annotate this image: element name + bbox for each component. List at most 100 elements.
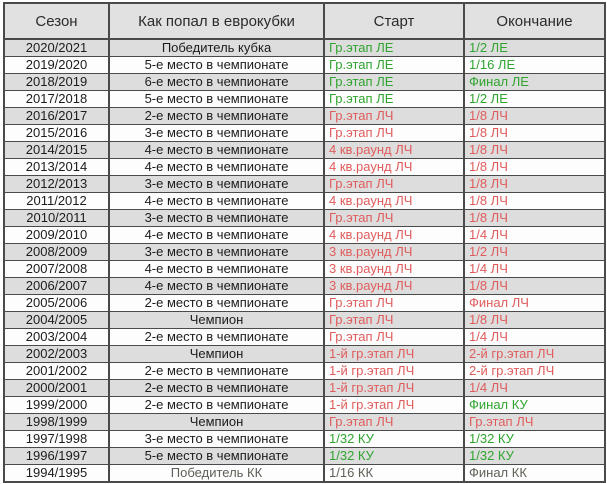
eurocup-table-body: 2020/2021 Победитель кубка Гр.этап ЛЕ 1/2 Л…: [3, 38, 606, 483]
start-cell: 3 кв.раунд ЛЧ: [323, 277, 465, 295]
table-row: 2005/2006 2-е место в чемпионате Гр.этап Л…: [3, 294, 606, 312]
table-row: 2007/2008 4-е место в чемпионате 3 кв.раун…: [3, 260, 606, 278]
finish-cell: 1/2 ЛЕ: [463, 38, 606, 57]
column-header-finish: Окончание: [463, 2, 606, 40]
season-cell: 2014/2015: [3, 141, 110, 159]
season-cell: 2007/2008: [3, 260, 110, 278]
start-cell: Гр.этап ЛЧ: [323, 413, 465, 431]
start-cell: 4 кв.раунд ЛЧ: [323, 141, 465, 159]
finish-cell: 1/8 ЛЧ: [463, 141, 606, 159]
qualification-cell: 2-е место в чемпионате: [108, 328, 325, 346]
season-cell: 2020/2021: [3, 38, 110, 57]
column-header-qualification: Как попал в еврокубки: [108, 2, 325, 40]
finish-cell: 1/8 ЛЧ: [463, 311, 606, 329]
table-row: 2020/2021 Победитель кубка Гр.этап ЛЕ 1/2 Л…: [3, 38, 606, 57]
finish-cell: 1/2 ЛЧ: [463, 243, 606, 261]
qualification-cell: 2-е место в чемпионате: [108, 362, 325, 380]
finish-cell: 1/16 ЛЕ: [463, 56, 606, 74]
season-cell: 2008/2009: [3, 243, 110, 261]
qualification-cell: 3-е место в чемпионате: [108, 243, 325, 261]
finish-cell: 1/8 ЛЧ: [463, 209, 606, 227]
start-cell: Гр.этап ЛЕ: [323, 90, 465, 108]
qualification-cell: 2-е место в чемпионате: [108, 379, 325, 397]
qualification-cell: Чемпион: [108, 345, 325, 363]
table-row: 2000/2001 2-е место в чемпионате 1-й гр.эт…: [3, 379, 606, 397]
season-cell: 1994/1995: [3, 464, 110, 483]
table-row: 2014/2015 4-е место в чемпионате 4 кв.раун…: [3, 141, 606, 159]
qualification-cell: 4-е место в чемпионате: [108, 158, 325, 176]
qualification-cell: 2-е место в чемпионате: [108, 396, 325, 414]
season-cell: 1996/1997: [3, 447, 110, 465]
qualification-cell: 4-е место в чемпионате: [108, 192, 325, 210]
season-cell: 2002/2003: [3, 345, 110, 363]
start-cell: 1/16 КК: [323, 464, 465, 483]
finish-cell: 2-й гр.этап ЛЧ: [463, 345, 606, 363]
qualification-cell: 3-е место в чемпионате: [108, 209, 325, 227]
eurocup-history-table: Сезон Как попал в еврокубки Старт Оконча…: [3, 2, 606, 483]
finish-cell: 1/2 ЛЕ: [463, 90, 606, 108]
qualification-cell: 3-е место в чемпионате: [108, 124, 325, 142]
qualification-cell: 5-е место в чемпионате: [108, 56, 325, 74]
qualification-cell: Победитель кубка: [108, 38, 325, 57]
qualification-cell: 4-е место в чемпионате: [108, 260, 325, 278]
season-cell: 2000/2001: [3, 379, 110, 397]
start-cell: Гр.этап ЛЕ: [323, 38, 465, 57]
season-cell: 2016/2017: [3, 107, 110, 125]
season-cell: 2004/2005: [3, 311, 110, 329]
finish-cell: 1/8 ЛЧ: [463, 277, 606, 295]
start-cell: 1-й гр.этап ЛЧ: [323, 396, 465, 414]
season-cell: 1997/1998: [3, 430, 110, 448]
qualification-cell: Чемпион: [108, 413, 325, 431]
season-cell: 2017/2018: [3, 90, 110, 108]
table-row: 2018/2019 6-е место в чемпионате Гр.этап Л…: [3, 73, 606, 91]
start-cell: Гр.этап ЛЧ: [323, 294, 465, 312]
qualification-cell: Победитель КК: [108, 464, 325, 483]
table-row: 1999/2000 2-е место в чемпионате 1-й гр.эт…: [3, 396, 606, 414]
season-cell: 2010/2011: [3, 209, 110, 227]
table-row: 2006/2007 4-е место в чемпионате 3 кв.раун…: [3, 277, 606, 295]
qualification-cell: 3-е место в чемпионате: [108, 175, 325, 193]
table-row: 2001/2002 2-е место в чемпионате 1-й гр.эт…: [3, 362, 606, 380]
table-row: 1996/1997 5-е место в чемпионате 1/32 КУ 1/…: [3, 447, 606, 465]
qualification-cell: 5-е место в чемпионате: [108, 447, 325, 465]
season-cell: 1999/2000: [3, 396, 110, 414]
start-cell: 1/32 КУ: [323, 430, 465, 448]
table-row: 2008/2009 3-е место в чемпионате 3 кв.раун…: [3, 243, 606, 261]
start-cell: 1/32 КУ: [323, 447, 465, 465]
season-cell: 2006/2007: [3, 277, 110, 295]
table-row: 2015/2016 3-е место в чемпионате Гр.этап Л…: [3, 124, 606, 142]
table-row: 2002/2003 Чемпион 1-й гр.этап ЛЧ 2-й гр.эта…: [3, 345, 606, 363]
start-cell: Гр.этап ЛЕ: [323, 56, 465, 74]
start-cell: Гр.этап ЛЧ: [323, 328, 465, 346]
season-cell: 2001/2002: [3, 362, 110, 380]
finish-cell: 1/4 ЛЧ: [463, 260, 606, 278]
qualification-cell: 4-е место в чемпионате: [108, 277, 325, 295]
finish-cell: 1/8 ЛЧ: [463, 124, 606, 142]
finish-cell: 1/32 КУ: [463, 430, 606, 448]
table-row: 2010/2011 3-е место в чемпионате Гр.этап Л…: [3, 209, 606, 227]
finish-cell: 1/4 ЛЧ: [463, 379, 606, 397]
season-cell: 1998/1999: [3, 413, 110, 431]
header-row: Сезон Как попал в еврокубки Старт Оконча…: [3, 2, 606, 40]
qualification-cell: 4-е место в чемпионате: [108, 226, 325, 244]
table-row: 2016/2017 2-е место в чемпионате Гр.этап Л…: [3, 107, 606, 125]
start-cell: 3 кв.раунд ЛЧ: [323, 260, 465, 278]
start-cell: 4 кв.раунд ЛЧ: [323, 158, 465, 176]
qualification-cell: 3-е место в чемпионате: [108, 430, 325, 448]
start-cell: Гр.этап ЛЧ: [323, 107, 465, 125]
finish-cell: 1/8 ЛЧ: [463, 107, 606, 125]
finish-cell: 1/32 КУ: [463, 447, 606, 465]
finish-cell: 1/8 ЛЧ: [463, 158, 606, 176]
table-row: 2003/2004 2-е место в чемпионате Гр.этап Л…: [3, 328, 606, 346]
table-row: 1998/1999 Чемпион Гр.этап ЛЧ Гр.этап ЛЧ: [3, 413, 606, 431]
table-row: 2011/2012 4-е место в чемпионате 4 кв.раун…: [3, 192, 606, 210]
season-cell: 2003/2004: [3, 328, 110, 346]
qualification-cell: 6-е место в чемпионате: [108, 73, 325, 91]
start-cell: 1-й гр.этап ЛЧ: [323, 362, 465, 380]
finish-cell: Финал ЛЕ: [463, 73, 606, 91]
column-header-start: Старт: [323, 2, 465, 40]
season-cell: 2018/2019: [3, 73, 110, 91]
start-cell: 1-й гр.этап ЛЧ: [323, 379, 465, 397]
season-cell: 2009/2010: [3, 226, 110, 244]
